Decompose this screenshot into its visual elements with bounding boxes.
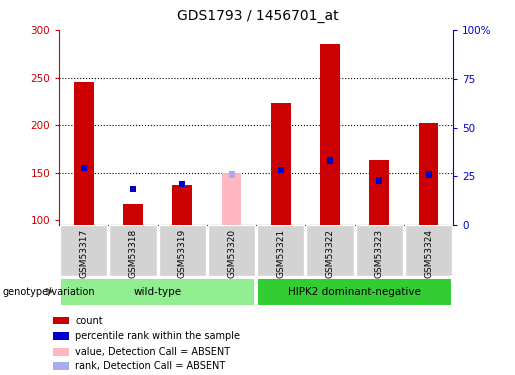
- Bar: [376, 177, 382, 184]
- Bar: [130, 186, 136, 192]
- Bar: [271, 103, 290, 225]
- Text: wild-type: wild-type: [134, 286, 182, 297]
- Bar: [278, 166, 284, 173]
- Text: GSM53317: GSM53317: [79, 229, 89, 278]
- Text: percentile rank within the sample: percentile rank within the sample: [75, 331, 240, 341]
- Bar: [173, 185, 192, 225]
- Text: GSM53320: GSM53320: [227, 229, 236, 278]
- Text: GSM53323: GSM53323: [375, 229, 384, 278]
- Text: value, Detection Call = ABSENT: value, Detection Call = ABSENT: [75, 347, 230, 357]
- Text: GSM53318: GSM53318: [129, 229, 138, 278]
- Text: count: count: [75, 315, 103, 326]
- Bar: [74, 82, 94, 225]
- Bar: [258, 279, 451, 304]
- Bar: [159, 225, 206, 276]
- Text: GSM53324: GSM53324: [424, 229, 433, 278]
- Text: GSM53322: GSM53322: [325, 229, 335, 278]
- Bar: [53, 362, 69, 370]
- Bar: [327, 157, 333, 164]
- Bar: [61, 279, 254, 304]
- Bar: [60, 225, 108, 276]
- Bar: [306, 225, 354, 276]
- Bar: [222, 172, 242, 225]
- Text: GSM53321: GSM53321: [277, 229, 285, 278]
- Bar: [81, 165, 87, 171]
- Text: genotype/variation: genotype/variation: [3, 286, 95, 297]
- Bar: [53, 316, 69, 324]
- Text: GSM53319: GSM53319: [178, 229, 187, 278]
- Bar: [257, 225, 304, 276]
- Bar: [419, 123, 438, 225]
- Bar: [369, 160, 389, 225]
- Text: GDS1793 / 1456701_at: GDS1793 / 1456701_at: [177, 9, 338, 23]
- Bar: [425, 171, 432, 178]
- Bar: [179, 181, 185, 188]
- Bar: [405, 225, 452, 276]
- Bar: [123, 204, 143, 225]
- Bar: [110, 225, 157, 276]
- Bar: [53, 348, 69, 355]
- Bar: [356, 225, 403, 276]
- Text: HIPK2 dominant-negative: HIPK2 dominant-negative: [288, 286, 421, 297]
- Bar: [208, 225, 255, 276]
- Text: rank, Detection Call = ABSENT: rank, Detection Call = ABSENT: [75, 361, 226, 371]
- Bar: [53, 332, 69, 340]
- Bar: [229, 171, 234, 178]
- Bar: [320, 44, 340, 225]
